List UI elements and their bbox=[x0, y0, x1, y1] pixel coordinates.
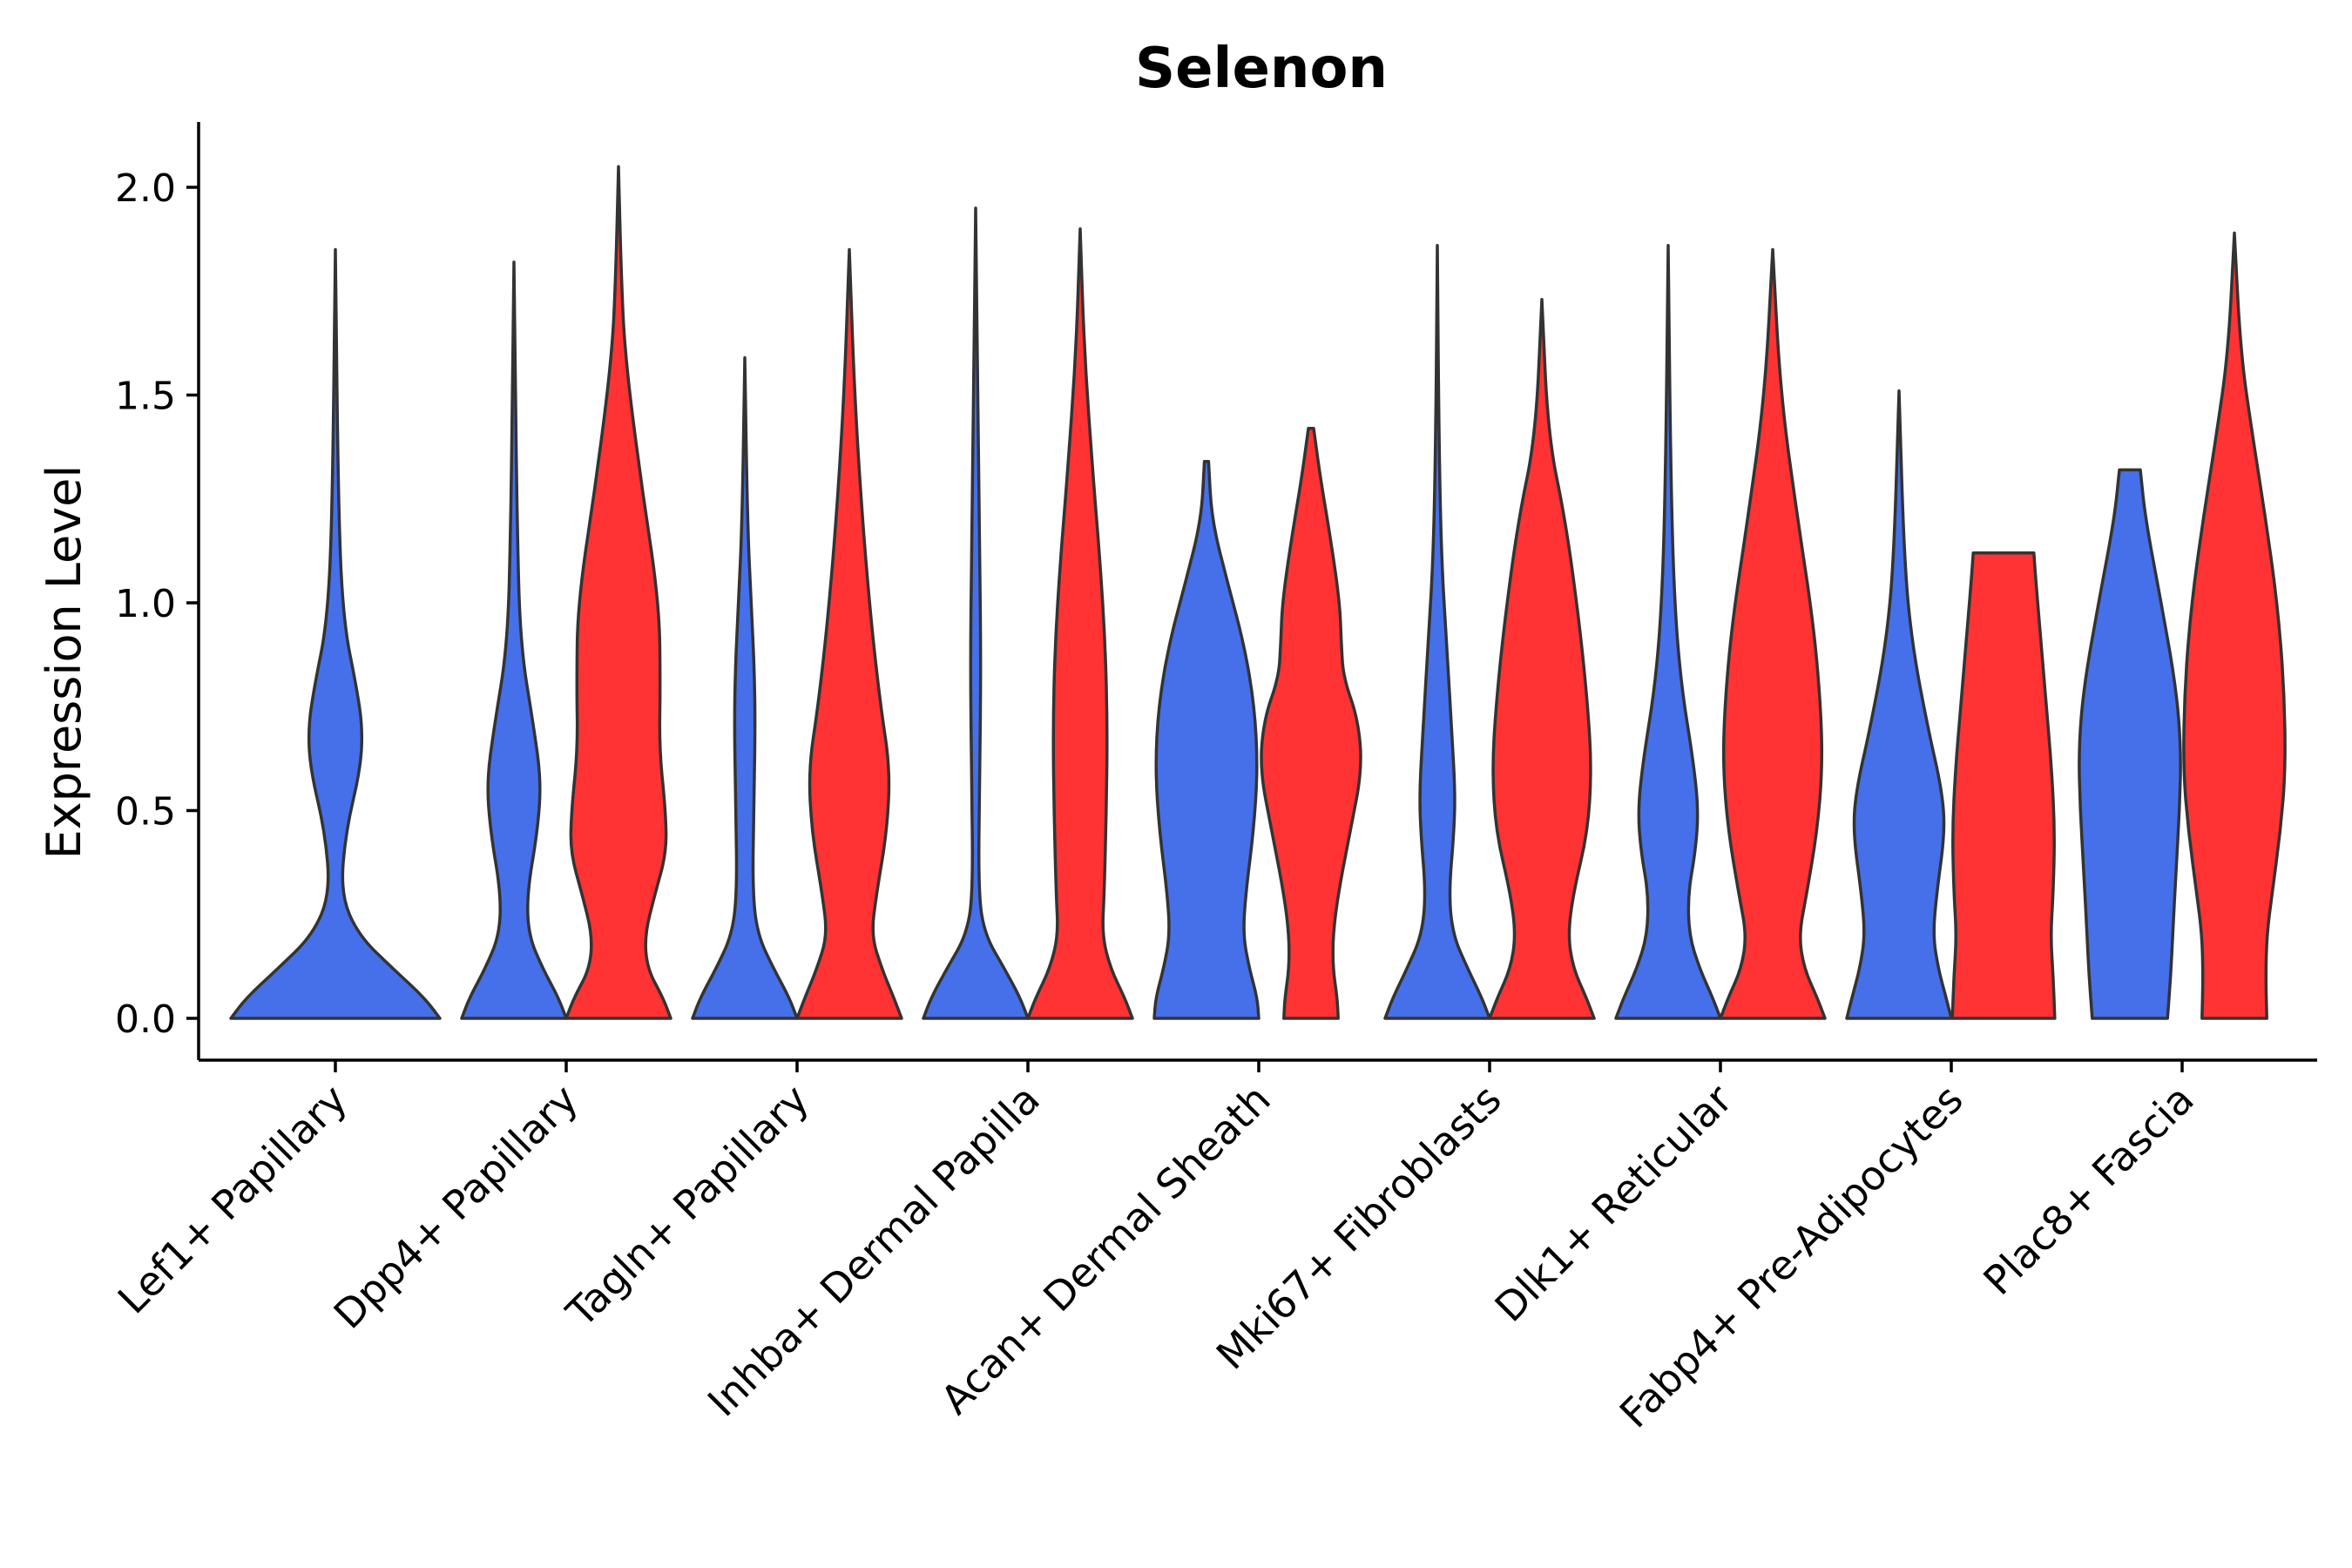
violin-group_b-8 bbox=[2182, 231, 2287, 1020]
violin-group_b-7 bbox=[1950, 551, 2057, 1020]
x-tick-label: Lef1+ Papillary bbox=[109, 1076, 356, 1323]
y-tick-label: 0.0 bbox=[115, 997, 176, 1042]
violin-group_b-5 bbox=[1488, 298, 1596, 1020]
violin-group_a-3 bbox=[922, 206, 1030, 1020]
x-tick-label: Dlk1+ Reticular bbox=[1486, 1076, 1741, 1331]
violin-group_a-4 bbox=[1152, 460, 1260, 1020]
violin-group_a-1 bbox=[460, 260, 568, 1020]
violin-group_a-8 bbox=[2078, 468, 2182, 1020]
y-tick-label: 1.0 bbox=[115, 582, 176, 626]
violin-group_b-4 bbox=[1260, 426, 1362, 1020]
violin-group_a-6 bbox=[1614, 244, 1722, 1020]
violin-group_b-3 bbox=[1026, 226, 1134, 1020]
y-tick-label: 1.5 bbox=[115, 375, 176, 419]
chart-title: Selenon bbox=[1135, 37, 1388, 101]
y-axis: 0.0 0.5 1.0 1.5 2.0 bbox=[115, 122, 200, 1060]
violin-group_b-2 bbox=[795, 247, 903, 1020]
x-tick-label: Plac8+ Fascia bbox=[1974, 1076, 2202, 1304]
violin-group_b-1 bbox=[564, 165, 672, 1020]
y-axis-label: Expression Level bbox=[37, 465, 91, 860]
violin-group_a-5 bbox=[1383, 244, 1491, 1020]
plot-area bbox=[229, 165, 2287, 1020]
violin-group_a-7 bbox=[1845, 389, 1953, 1020]
violin-group_a-2 bbox=[691, 355, 799, 1020]
y-tick-label: 0.5 bbox=[115, 790, 176, 835]
x-tick-label: Dpp4+ Papillary bbox=[325, 1076, 587, 1338]
x-tick-label: Tagln+ Papillary bbox=[557, 1076, 818, 1337]
y-tick-label: 2.0 bbox=[115, 166, 176, 211]
violin-group_b-6 bbox=[1719, 247, 1827, 1020]
violin-group_a-0 bbox=[229, 247, 442, 1020]
